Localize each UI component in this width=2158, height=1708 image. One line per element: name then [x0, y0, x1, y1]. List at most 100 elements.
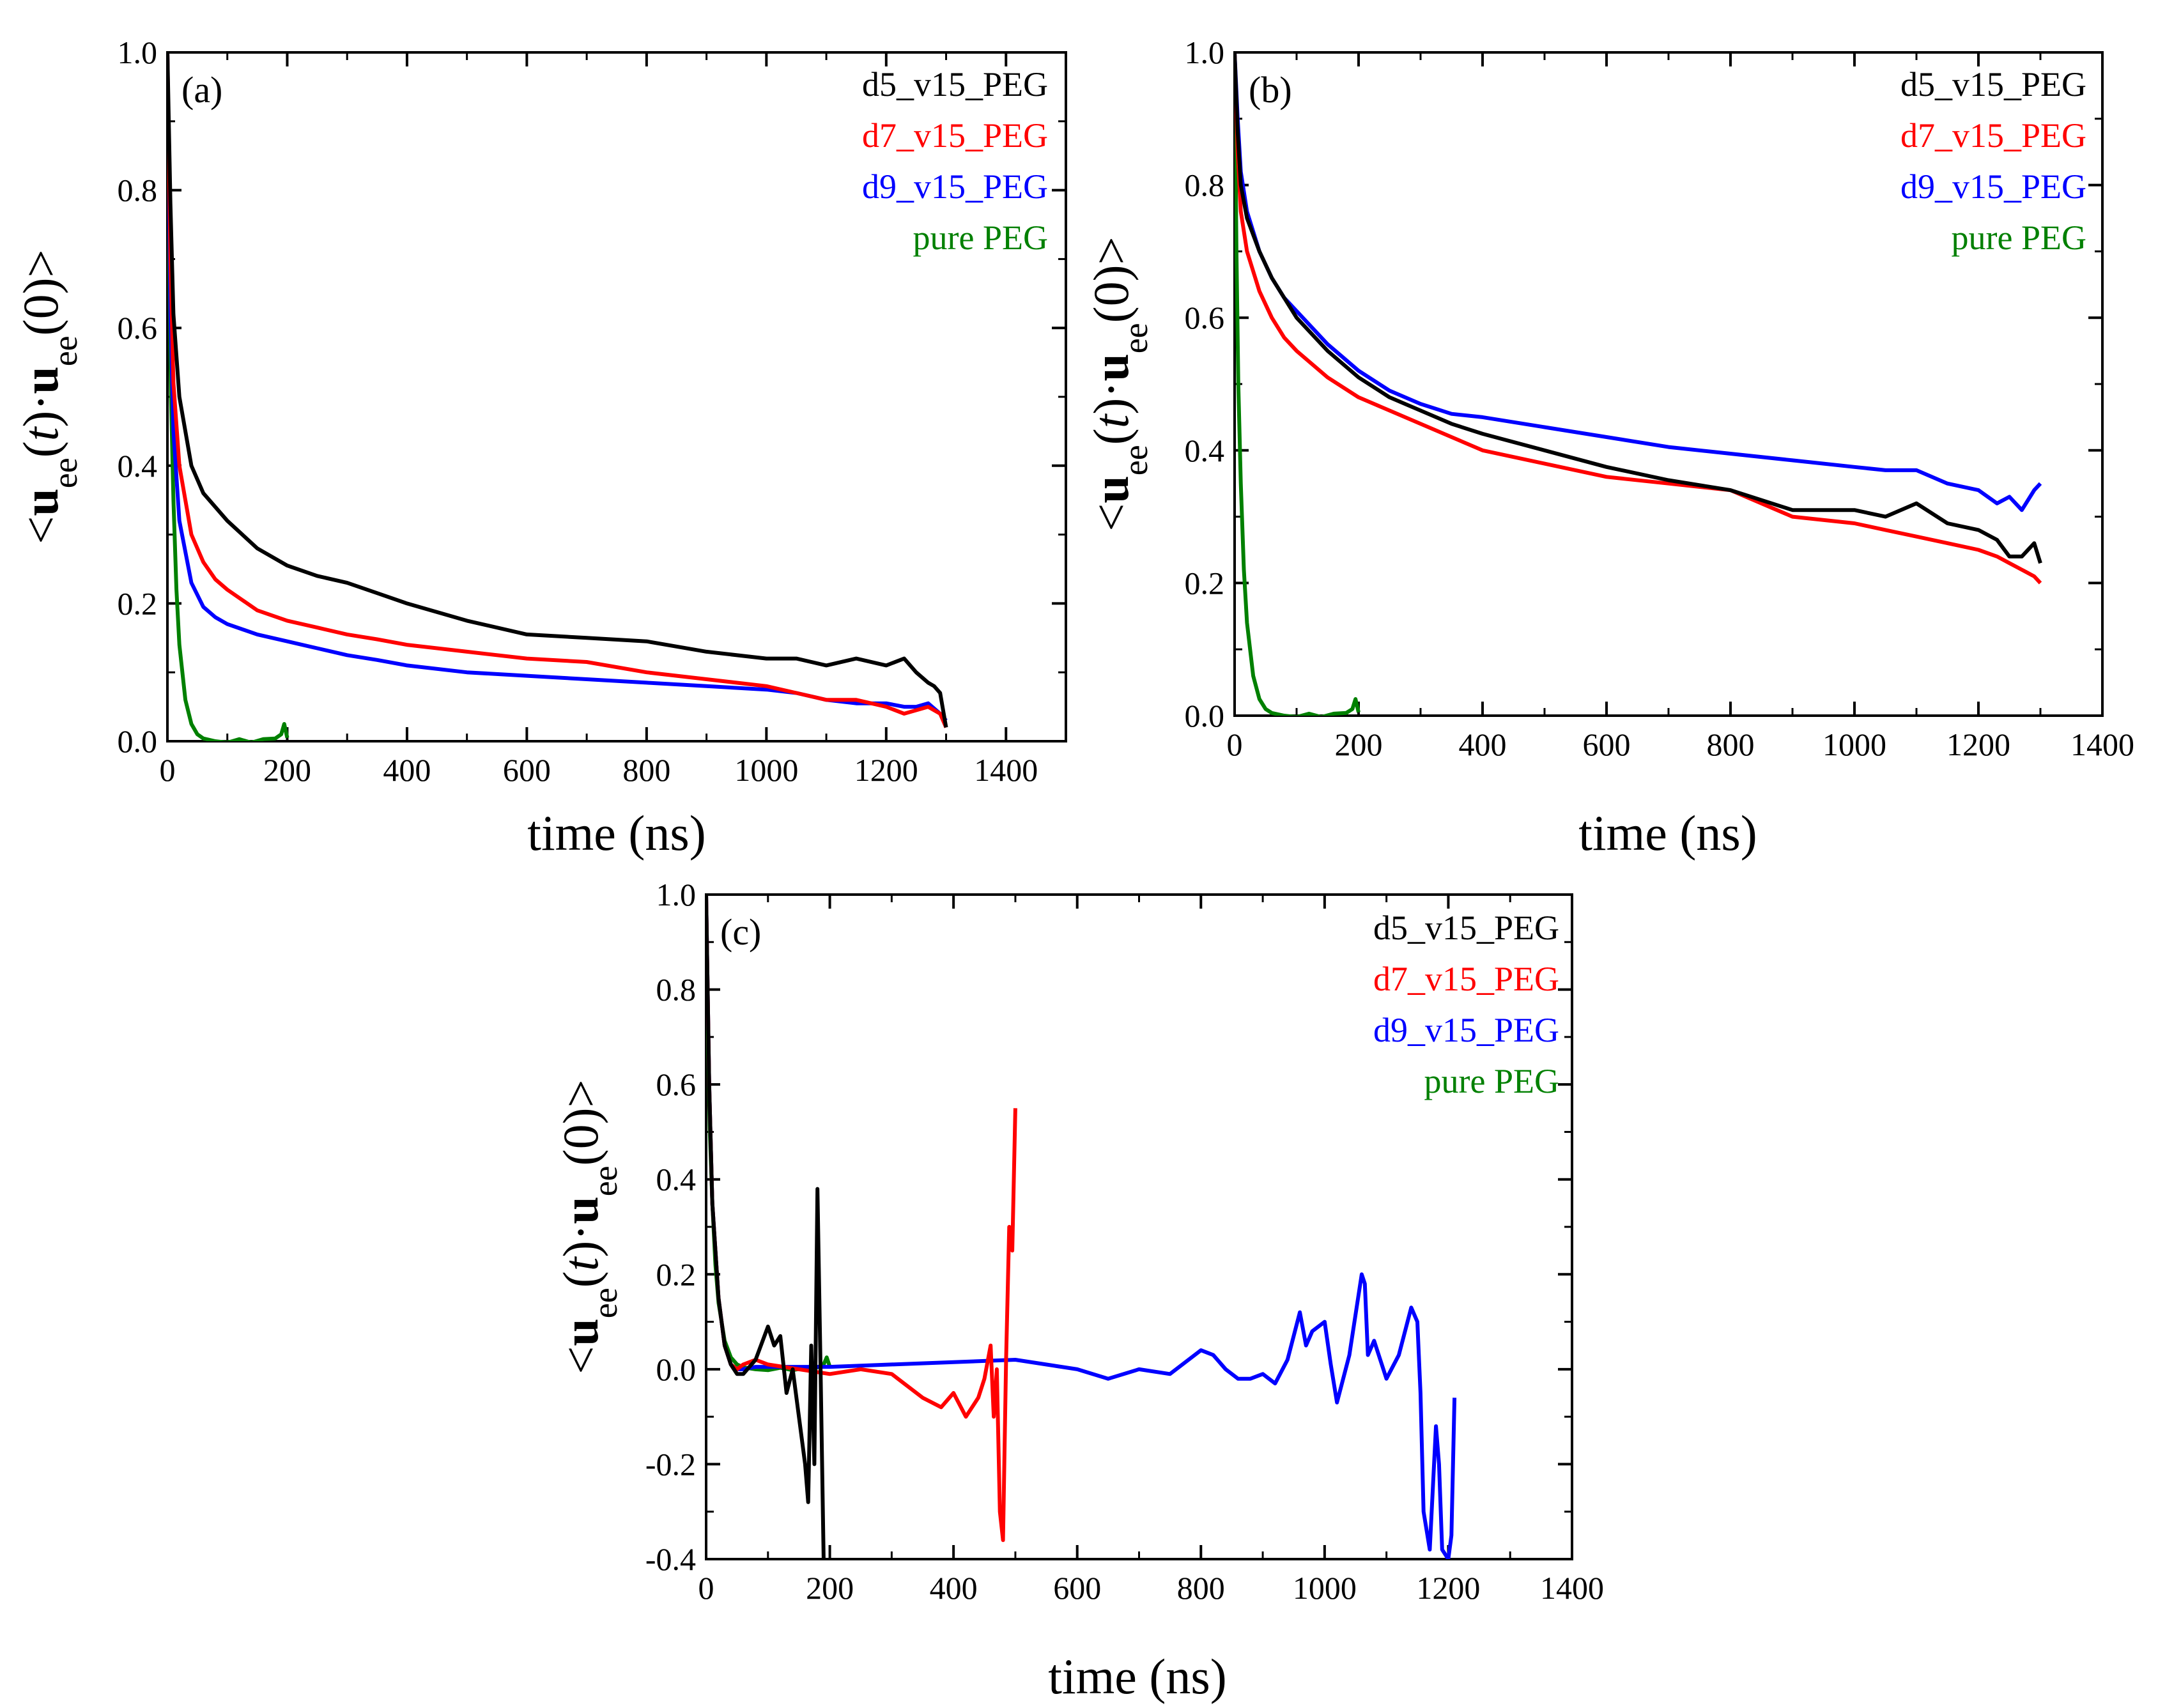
x-tick-label: 1400 [2070, 727, 2134, 762]
x-tick-label: 400 [1459, 727, 1507, 762]
x-tick-label: 0 [698, 1570, 714, 1606]
x-tick-label: 200 [1335, 727, 1383, 762]
y-axis-title-part: u [13, 366, 68, 394]
series-line-d9-v15-peg [706, 895, 1457, 1559]
legend-entry: pure PEG [913, 219, 1048, 257]
legend-entry: d5_v15_PEG [1900, 65, 2086, 104]
y-tick-label: 0.0 [656, 1351, 697, 1387]
y-tick-label: 1.0 [118, 35, 158, 70]
legend-entry: d7_v15_PEG [862, 116, 1048, 155]
x-tick-label: 1400 [1540, 1570, 1604, 1606]
legend-entry: d9_v15_PEG [862, 167, 1048, 206]
y-tick-label: 0.6 [1185, 300, 1225, 335]
series-line-d5-v15-peg [167, 52, 948, 728]
y-tick-label: 0.8 [656, 972, 697, 1008]
y-tick-label: 0.6 [118, 310, 158, 346]
y-axis-title: <uee(t)·uee(0)> [553, 1079, 624, 1374]
y-tick-label: -0.4 [645, 1541, 696, 1577]
series-line-d7-v15-peg [167, 52, 948, 728]
y-axis-title-part: u [1083, 475, 1139, 503]
y-tick-label: 0.2 [656, 1256, 697, 1292]
legend-entry: d7_v15_PEG [1373, 960, 1559, 998]
x-tick-label: 600 [1053, 1570, 1101, 1606]
y-axis-title-part: )· [1083, 381, 1139, 415]
y-axis-title-part: ee [1116, 323, 1155, 353]
y-axis-title-part: t [13, 426, 68, 441]
x-tick-label: 400 [383, 752, 431, 788]
x-tick-label: 200 [263, 752, 311, 788]
y-axis-title-part: u [13, 488, 68, 516]
x-tick-label: 1200 [854, 752, 918, 788]
y-tick-label: 0.4 [118, 448, 158, 484]
series-line-d7-v15-peg [1235, 52, 2042, 585]
y-tick-label: 0.8 [1185, 167, 1225, 203]
series-line-d5-v15-peg [706, 895, 826, 1559]
y-axis-title-part: ee [586, 1166, 624, 1196]
panel-label: (c) [720, 911, 761, 953]
series-line-d9-v15-peg [167, 52, 948, 722]
series-line-pure-peg [1235, 52, 1360, 716]
x-tick-label: 1200 [1416, 1570, 1480, 1606]
x-tick-label: 800 [1707, 727, 1755, 762]
x-tick-label: 1000 [1823, 727, 1886, 762]
y-tick-label: 0.4 [656, 1162, 697, 1197]
y-axis-title-part: t [1083, 413, 1139, 428]
x-tick-label: 600 [503, 752, 551, 788]
x-tick-label: 1200 [1946, 727, 2010, 762]
y-axis-title-part: ee [1116, 445, 1155, 475]
y-axis-title-part: (0)> [13, 249, 68, 335]
panel-label: (a) [181, 69, 222, 111]
y-tick-label: 0.2 [1185, 565, 1225, 601]
y-axis-title: <uee(t)·uee(0)> [1083, 236, 1155, 531]
y-axis-title-part: ( [553, 1271, 608, 1288]
x-tick-label: 800 [622, 752, 670, 788]
y-axis-title-part: )· [553, 1224, 608, 1258]
chart-panel-3: 0 200 400 600 800 1000 1200 1400 -0.4 -0.2 0.0 0.2 0… [553, 877, 1604, 1704]
y-tick-label: 0.4 [1185, 433, 1225, 468]
y-axis-title-part: u [553, 1196, 608, 1224]
x-tick-label: 400 [930, 1570, 978, 1606]
x-tick-label: 200 [806, 1570, 854, 1606]
y-axis-title: <uee(t)·uee(0)> [13, 249, 84, 544]
legend-entry: pure PEG [1424, 1062, 1559, 1100]
y-axis-title-part: ee [46, 458, 84, 488]
y-axis-title-part: ( [13, 441, 68, 458]
legend-entry: d9_v15_PEG [1373, 1011, 1559, 1049]
y-axis-title-part: ( [1083, 428, 1139, 445]
series-line-d5-v15-peg [1235, 52, 2042, 564]
y-axis-title-part: u [553, 1318, 608, 1346]
y-tick-label: -0.2 [645, 1446, 696, 1482]
y-axis-title-part: (0)> [553, 1079, 608, 1166]
y-axis-title-part: < [1083, 504, 1139, 532]
x-axis-title: time (ns) [527, 805, 705, 861]
legend-entry: d9_v15_PEG [1900, 167, 2086, 206]
y-axis-title-part: ee [46, 335, 84, 366]
legend-entry: d7_v15_PEG [1900, 116, 2086, 155]
y-tick-label: 1.0 [656, 877, 697, 912]
x-tick-label: 1400 [974, 752, 1038, 788]
series-line-pure-peg [706, 895, 832, 1373]
y-axis-title-part: t [553, 1256, 608, 1271]
x-tick-label: 0 [160, 752, 176, 788]
x-tick-label: 0 [1227, 727, 1243, 762]
x-axis-title: time (ns) [1048, 1649, 1226, 1704]
series-line-d7-v15-peg [706, 895, 1017, 1543]
panel-label: (b) [1249, 69, 1292, 111]
y-tick-label: 0.0 [1185, 698, 1225, 734]
y-axis-title-part: < [13, 516, 68, 544]
y-tick-label: 0.6 [656, 1066, 697, 1102]
series-line-pure-peg [167, 52, 289, 741]
y-tick-label: 0.8 [118, 173, 158, 208]
legend-entry: d5_v15_PEG [1373, 909, 1559, 947]
x-tick-label: 1000 [1293, 1570, 1357, 1606]
y-axis-title-part: )· [13, 394, 68, 427]
y-axis-title-part: u [1083, 353, 1139, 381]
chart-panel-2: 0 200 400 600 800 1000 1200 1400 0.0 0.2 0.4 0.6 0.8… [1083, 35, 2134, 861]
y-tick-label: 0.0 [118, 723, 158, 759]
x-tick-label: 600 [1583, 727, 1631, 762]
chart-panel-1: 0 200 400 600 800 1000 1200 1400 0.0 0.2 0.4 0.6 0.8… [13, 35, 1067, 861]
